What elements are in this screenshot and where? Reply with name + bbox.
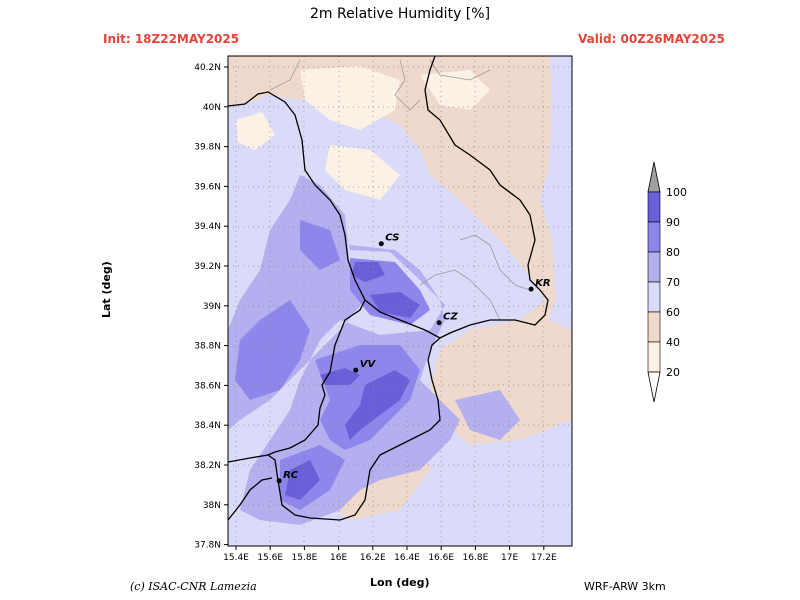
humid-80-90 bbox=[235, 220, 430, 510]
colorbar-60-70 bbox=[647, 281, 661, 313]
dry-patch-1 bbox=[300, 66, 400, 130]
lat-tick-label: 38N bbox=[203, 501, 221, 511]
colorbar-labels: 100 90 80 70 60 40 20 bbox=[666, 186, 687, 379]
lon-tick-label: 15.4E bbox=[223, 553, 249, 563]
lat-tick-label: 38.2N bbox=[194, 461, 221, 471]
city-marker-rc bbox=[276, 478, 282, 484]
colorbar: 100 90 80 70 60 40 20 bbox=[647, 161, 687, 403]
colorbar-90-100 bbox=[647, 191, 661, 223]
cities-layer: CS KR CZ VV RC bbox=[276, 233, 551, 484]
lat-tick-label: 39.4N bbox=[194, 222, 221, 232]
colorbar-label: 40 bbox=[666, 336, 680, 349]
humid-90-100 bbox=[285, 262, 420, 500]
lat-tick-label: 38.8N bbox=[194, 342, 221, 352]
city-label-kr: KR bbox=[535, 278, 550, 289]
coastline-south bbox=[228, 337, 441, 521]
credit-text: (c) ISAC-CNR Lamezia bbox=[130, 580, 257, 593]
chart-title: 2m Relative Humidity [%] bbox=[309, 6, 491, 22]
colorbar-70-80 bbox=[647, 251, 661, 283]
valid-time: Valid: 00Z26MAY2025 bbox=[578, 32, 725, 46]
dry-patch-4 bbox=[236, 112, 275, 150]
city-marker-kr bbox=[528, 286, 534, 292]
land-region bbox=[228, 56, 572, 445]
city-label-cz: CZ bbox=[443, 312, 458, 323]
humid-70-80 bbox=[228, 170, 460, 525]
map-frame bbox=[227, 55, 573, 547]
lat-tick-label: 37.8N bbox=[194, 541, 221, 551]
coastline-tyrrhenian bbox=[267, 299, 366, 456]
lon-tick-label: 17.2E bbox=[531, 553, 557, 563]
lon-ticks: 15.4E 15.6E 15.8E 16E 16.2E 16.4E 16.6E 16.8E 17… bbox=[223, 546, 557, 563]
lat-tick-label: 40.2N bbox=[194, 63, 221, 73]
model-label: WRF-ARW 3km bbox=[584, 580, 666, 593]
sicily-coast bbox=[228, 477, 273, 521]
colorbar-80-90 bbox=[647, 221, 661, 253]
lon-tick-label: 16.8E bbox=[463, 553, 489, 563]
lat-tick-label: 38.6N bbox=[194, 381, 221, 391]
city-label-cs: CS bbox=[385, 233, 399, 244]
lat-tick-label: 39.8N bbox=[194, 143, 221, 153]
city-marker-cs bbox=[378, 241, 384, 247]
city-marker-vv bbox=[353, 367, 359, 373]
x-axis-label: Lon (deg) bbox=[370, 576, 430, 589]
grid-lines bbox=[228, 56, 572, 546]
lon-tick-label: 16.2E bbox=[360, 553, 386, 563]
colorbar-bottom-arrow bbox=[647, 371, 661, 403]
city-label-rc: RC bbox=[283, 470, 299, 481]
lat-ticks: 40.2N 40N 39.8N 39.6N 39.4N 39.2N 39N 38.8N 38.6… bbox=[194, 63, 228, 551]
humid-70-80-sea bbox=[455, 390, 520, 440]
city-marker-cz bbox=[436, 320, 442, 326]
colorbar-40-60 bbox=[647, 311, 661, 343]
colorbar-label: 20 bbox=[666, 366, 680, 379]
lon-tick-label: 16.6E bbox=[428, 553, 454, 563]
init-time: Init: 18Z22MAY2025 bbox=[103, 32, 240, 46]
map-area bbox=[228, 56, 572, 546]
lon-tick-label: 16E bbox=[330, 553, 347, 563]
colorbar-label: 90 bbox=[666, 216, 680, 229]
lat-tick-label: 38.4N bbox=[194, 421, 221, 431]
y-axis-label: Lat (deg) bbox=[100, 261, 113, 318]
lat-tick-label: 39.2N bbox=[194, 262, 221, 272]
colorbar-label: 60 bbox=[666, 306, 680, 319]
region-borders bbox=[269, 59, 531, 321]
lon-tick-label: 16.4E bbox=[394, 553, 420, 563]
dry-patch-3 bbox=[420, 70, 490, 110]
lon-tick-label: 15.8E bbox=[292, 553, 318, 563]
colorbar-label: 70 bbox=[666, 276, 680, 289]
colorbar-label: 80 bbox=[666, 246, 680, 259]
lon-tick-label: 17E bbox=[501, 553, 518, 563]
lat-tick-label: 40N bbox=[203, 103, 221, 113]
colorbar-top-arrow bbox=[647, 161, 661, 193]
colorbar-label: 100 bbox=[666, 186, 687, 199]
dry-patch-2 bbox=[325, 145, 400, 200]
city-label-vv: VV bbox=[360, 359, 377, 370]
colorbar-20-40 bbox=[647, 341, 661, 373]
lat-tick-label: 39N bbox=[203, 302, 221, 312]
lat-tick-label: 39.6N bbox=[194, 182, 221, 192]
coastline bbox=[228, 56, 549, 339]
lon-tick-label: 15.6E bbox=[257, 553, 283, 563]
